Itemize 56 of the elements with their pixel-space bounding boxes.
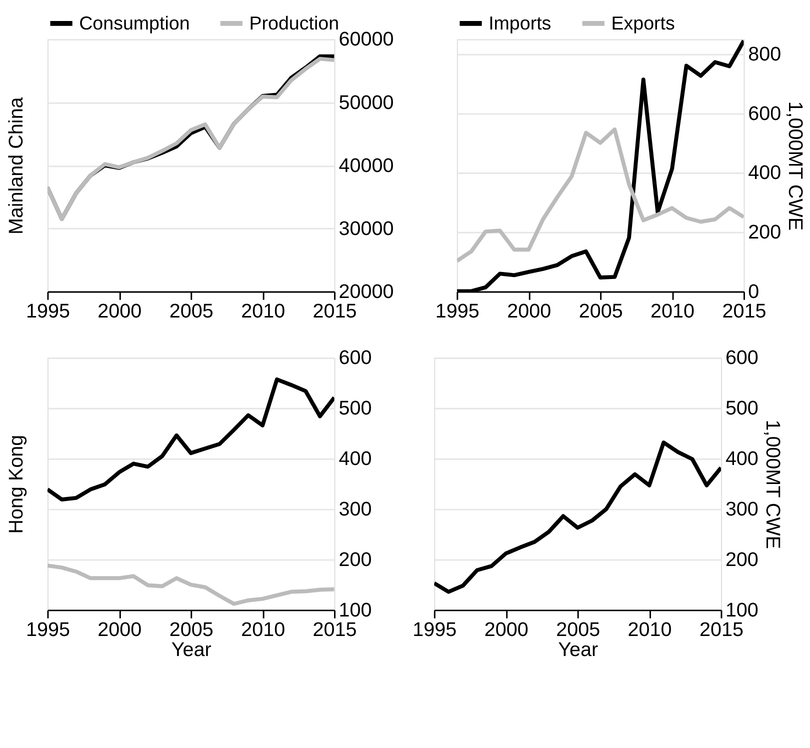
y-tick-label: 100 bbox=[338, 599, 372, 622]
line-series bbox=[434, 440, 721, 594]
x-tick-label: 2005 bbox=[556, 619, 600, 642]
y-tick-label: 300 bbox=[338, 498, 372, 520]
y-tick-label: 200 bbox=[725, 548, 758, 571]
x-axis-title: Year bbox=[171, 638, 212, 661]
x-tick-label: 2010 bbox=[650, 300, 695, 323]
x-tick-label: 2010 bbox=[628, 619, 672, 642]
y-tick-label: 30000 bbox=[338, 218, 394, 240]
x-tick-label: 2010 bbox=[241, 300, 286, 323]
y-tick-label: 200 bbox=[748, 222, 782, 244]
y-tick-label: 600 bbox=[725, 347, 758, 370]
x-tick-label: 2000 bbox=[484, 619, 528, 642]
y-tick-label: 40000 bbox=[338, 154, 394, 177]
y-axis-title: 1,000MT CWE bbox=[784, 101, 806, 230]
y-axis-title: Mainland China bbox=[5, 97, 28, 235]
x-tick-label: 1995 bbox=[26, 300, 70, 323]
y-tick-label: 100 bbox=[725, 599, 758, 622]
x-tick-label: 1995 bbox=[26, 619, 70, 642]
legend-label: Exports bbox=[611, 12, 675, 34]
y-tick-label: 500 bbox=[338, 398, 372, 420]
y-tick-label: 600 bbox=[338, 347, 372, 370]
y-tick-label: 500 bbox=[725, 398, 758, 420]
y-axis-title: 1,000MT CWE bbox=[761, 420, 784, 549]
x-axis-title: Year bbox=[558, 638, 598, 661]
y-tick-label: 600 bbox=[748, 102, 782, 125]
x-tick-label: 2015 bbox=[312, 300, 357, 323]
x-tick-label: 1995 bbox=[435, 300, 480, 323]
y-tick-label: 0 bbox=[748, 280, 760, 303]
x-tick-label: 1995 bbox=[412, 619, 457, 642]
line-series bbox=[456, 128, 744, 263]
y-tick-label: 800 bbox=[748, 44, 782, 66]
y-tick-label: 300 bbox=[725, 498, 758, 520]
legend-label: Imports bbox=[488, 12, 552, 34]
line-series bbox=[47, 377, 334, 502]
x-tick-label: 2015 bbox=[722, 300, 766, 323]
y-tick-label: 200 bbox=[338, 548, 372, 571]
y-tick-label: 60000 bbox=[338, 28, 394, 51]
x-tick-label: 2005 bbox=[578, 300, 623, 323]
x-tick-label: 2000 bbox=[507, 300, 552, 323]
legend-label: Consumption bbox=[79, 12, 190, 34]
x-tick-label: 2000 bbox=[98, 300, 142, 323]
y-tick-label: 400 bbox=[748, 162, 782, 184]
y-axis-title: Hong Kong bbox=[5, 434, 28, 534]
legend-label: Production bbox=[249, 12, 340, 34]
x-tick-label: 2005 bbox=[169, 619, 214, 642]
y-tick-label: 20000 bbox=[338, 280, 394, 303]
y-tick-label: 400 bbox=[338, 448, 372, 470]
x-tick-label: 2000 bbox=[98, 619, 142, 642]
y-tick-label: 400 bbox=[725, 448, 758, 470]
x-tick-label: 2010 bbox=[241, 619, 286, 642]
x-tick-label: 2015 bbox=[699, 619, 744, 642]
x-tick-label: 2015 bbox=[312, 619, 357, 642]
y-tick-label: 50000 bbox=[338, 92, 394, 114]
line-series bbox=[47, 564, 334, 606]
x-tick-label: 2005 bbox=[169, 300, 214, 323]
